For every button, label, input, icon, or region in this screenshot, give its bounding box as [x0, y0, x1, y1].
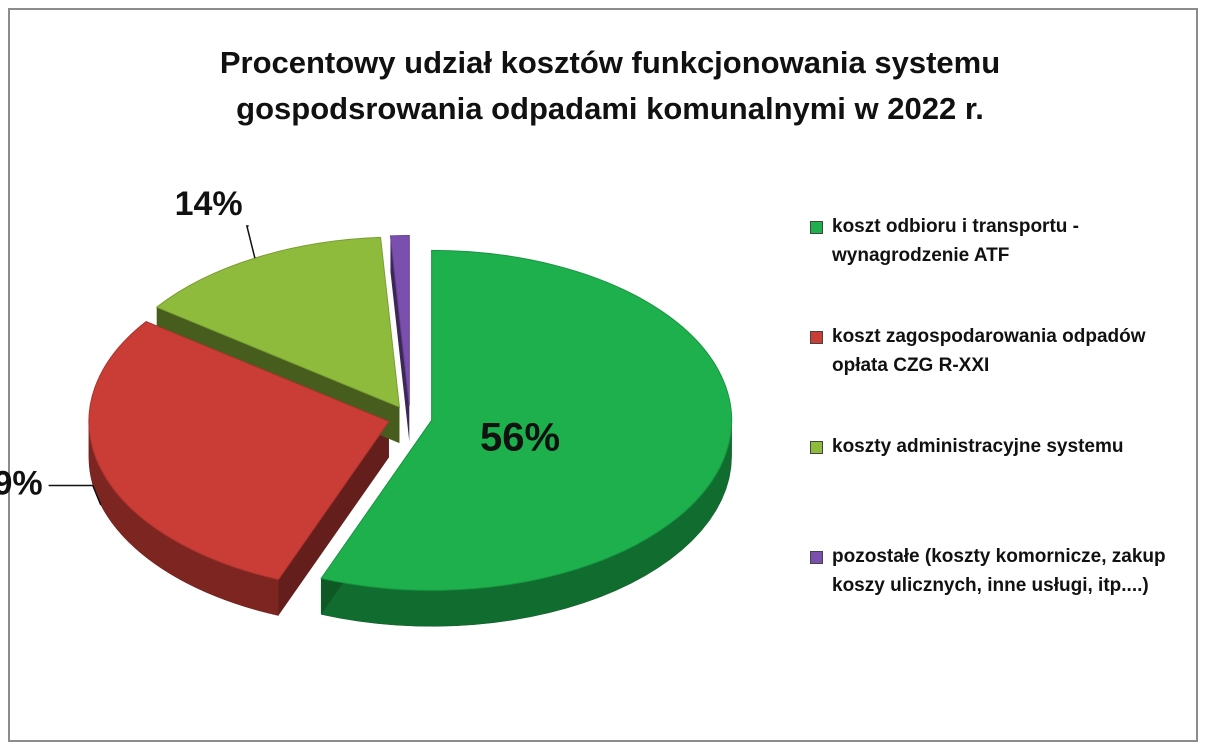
pie-slice [155, 236, 400, 408]
pie-slice [88, 320, 390, 581]
data-label: 14% [175, 185, 243, 223]
legend-label: koszty administracyjne systemu [832, 436, 1124, 457]
legend-entry: koszt zagospodarowania odpadów opłata CZ… [810, 322, 1200, 432]
leader-line [245, 225, 256, 259]
legend-entry: koszt odbioru i transportu - wynagrodzen… [810, 212, 1200, 322]
chart-title: Procentowy udział kosztów funkcjonowania… [219, 45, 1001, 126]
legend-swatch [810, 441, 823, 454]
legend: koszt odbioru i transportu - wynagrodzen… [810, 212, 1200, 652]
legend-entry: pozostałe (koszty komornicze, zakup kosz… [810, 542, 1200, 652]
legend-swatch [810, 551, 823, 564]
legend-label: koszt odbioru i transportu - wynagrodzen… [832, 216, 1079, 266]
legend-swatch [810, 221, 823, 234]
data-label: 29% [0, 464, 43, 502]
slice-wall [278, 421, 389, 616]
slice-wall [390, 235, 410, 442]
legend-label: koszt zagospodarowania odpadów opłata CZ… [832, 326, 1146, 376]
legend-label: pozostałe (koszty komornicze, zakup kosz… [832, 546, 1166, 596]
pie-slice [320, 249, 733, 591]
leader-line [48, 484, 102, 506]
chart-frame [8, 8, 1198, 742]
legend-entry: koszty administracyjne systemu [810, 432, 1200, 542]
legend-swatch [810, 331, 823, 344]
data-label: 56% [480, 415, 560, 459]
pie-slice [389, 235, 410, 406]
